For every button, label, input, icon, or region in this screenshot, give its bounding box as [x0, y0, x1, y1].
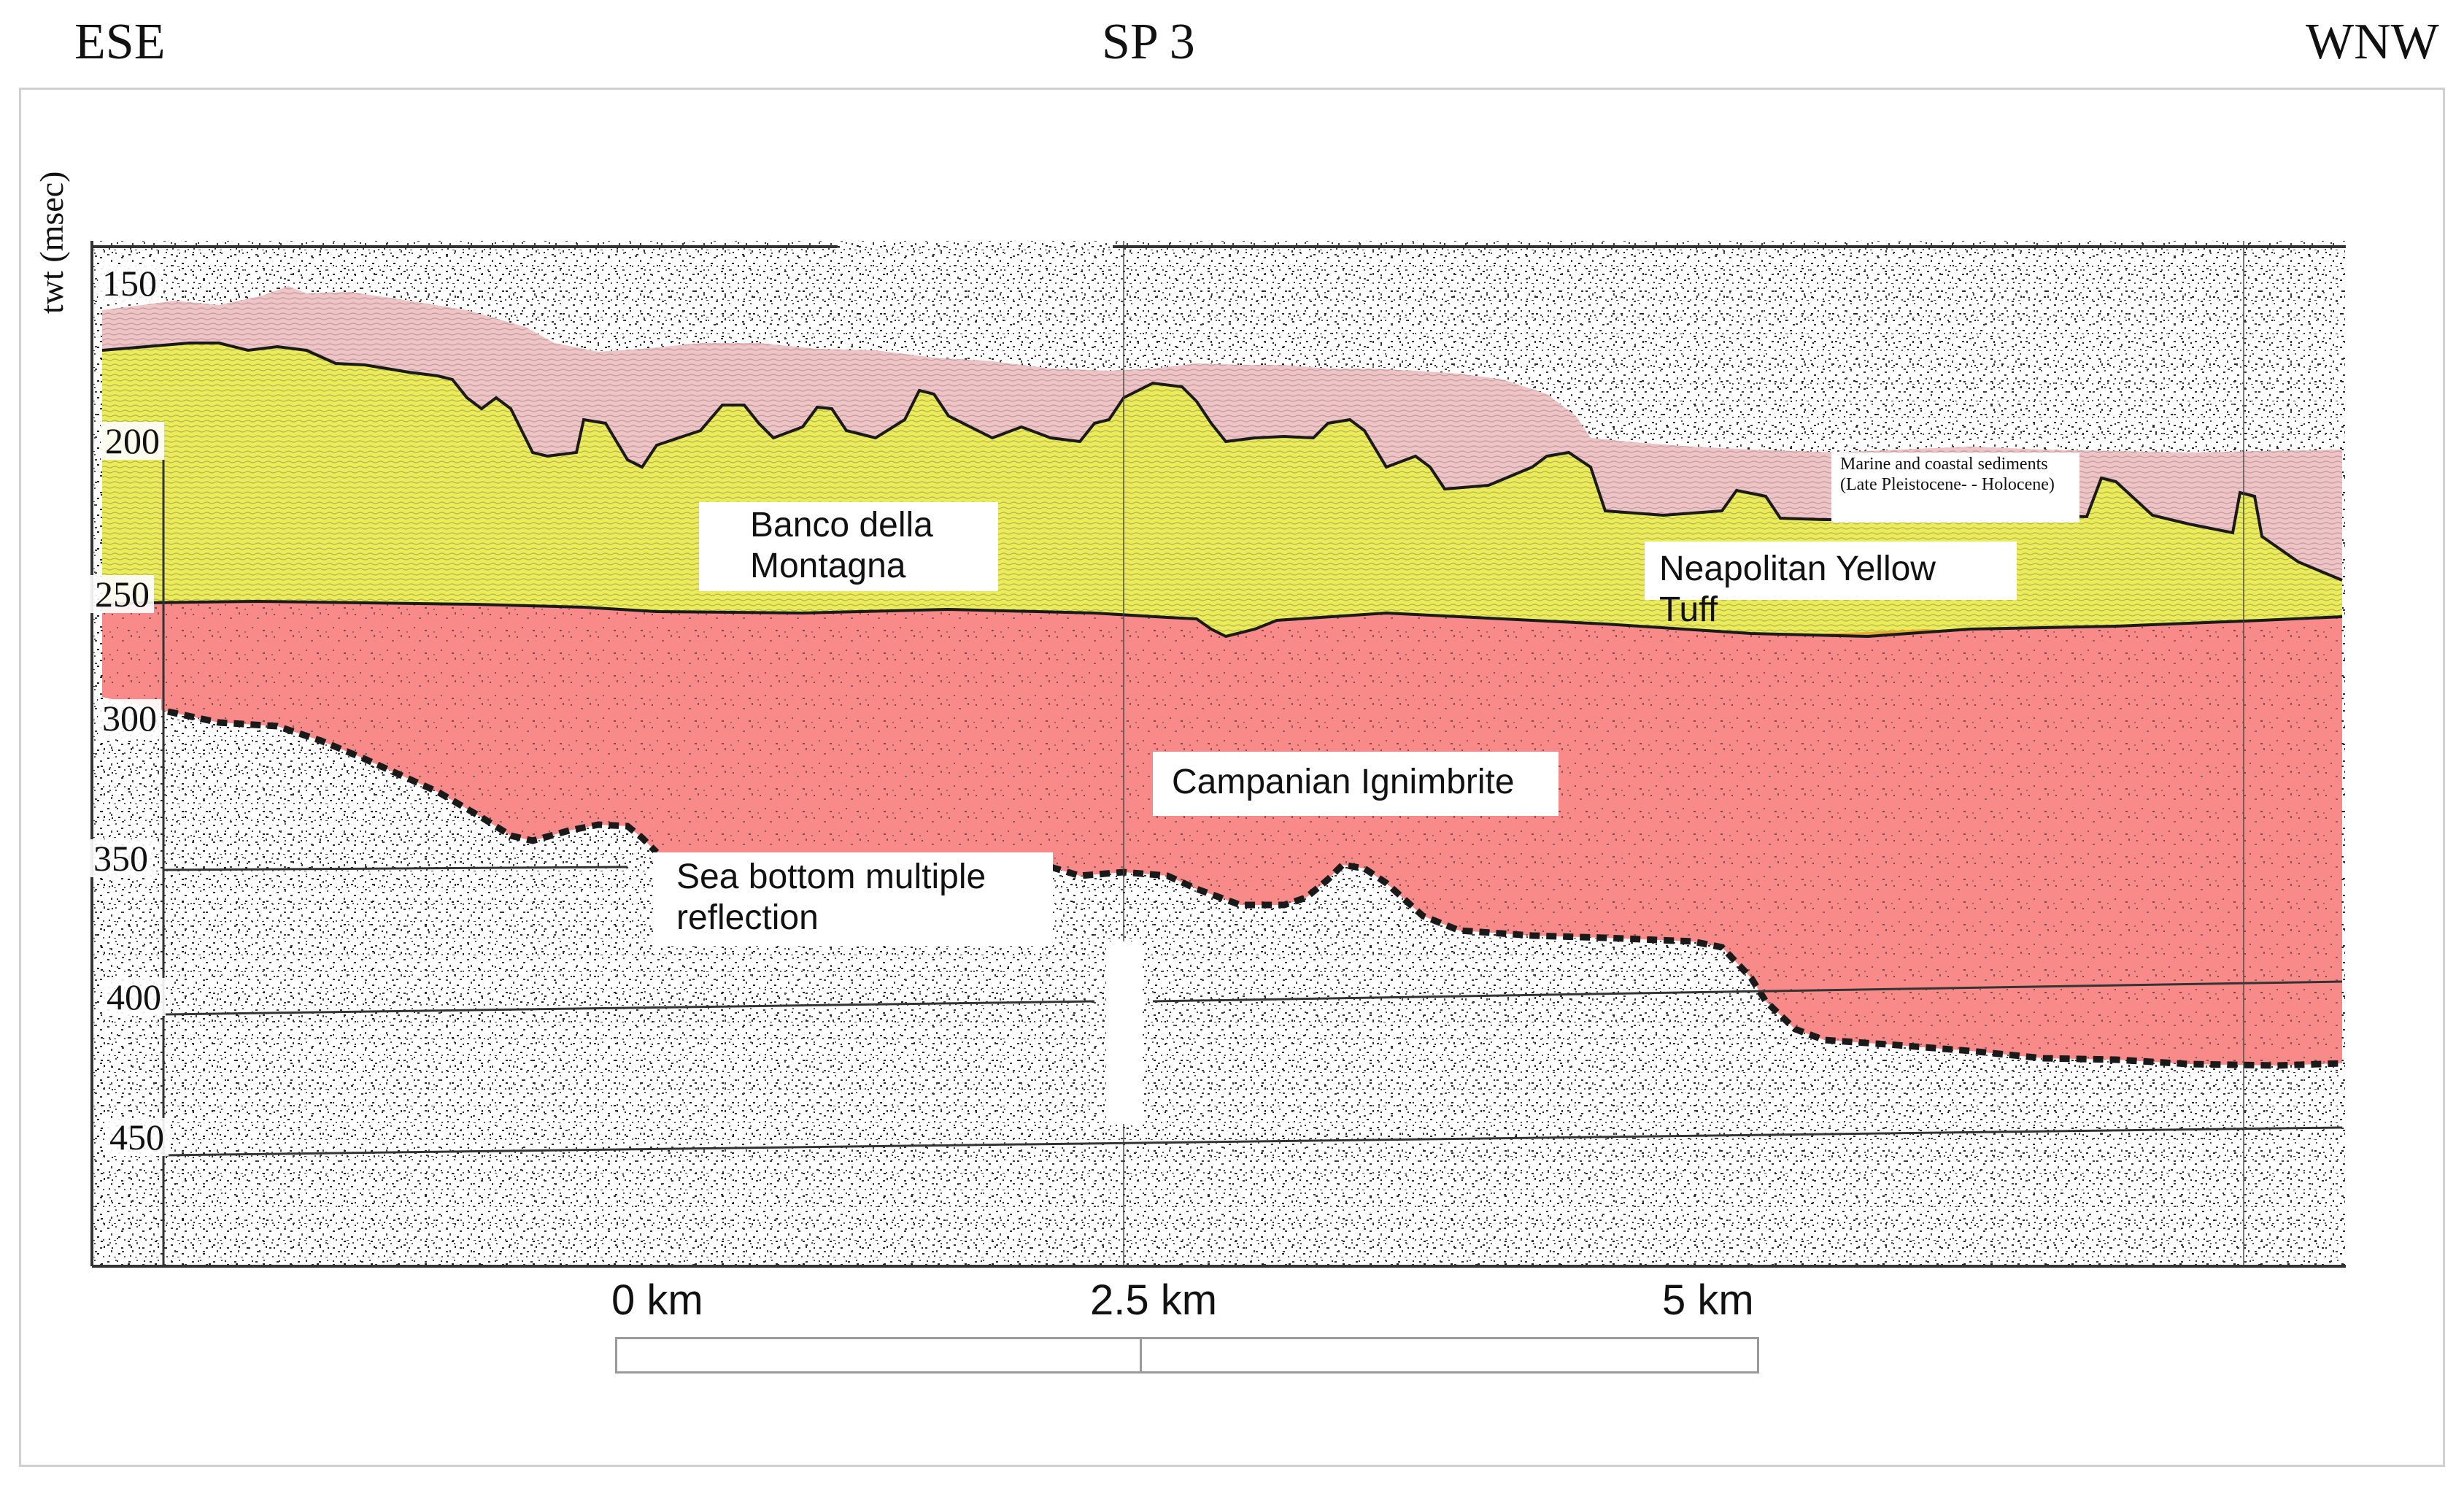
section-label-sp3: SP 3 [1102, 14, 1195, 70]
sediments-tuff-boundary [101, 342, 2343, 582]
label-sea-bottom-multiple: Sea bottom multiple reflection [653, 852, 1053, 946]
tick-label-150: 150 [98, 264, 161, 302]
tick-label-200: 200 [101, 422, 164, 460]
scale-label-2-5km: 2.5 km [1090, 1276, 1218, 1324]
scale-bar [615, 1337, 1759, 1374]
label-marine-coastal-sediments: Marine and coastal sediments (Late Pleis… [1831, 452, 2079, 523]
label-neapolitan-yellow-tuff: Neapolitan Yellow Tuff [1645, 542, 2017, 629]
ignimbrite-base-dashed-line [167, 708, 2343, 1069]
scale-label-5km: 5 km [1662, 1276, 1754, 1324]
tuff-ignimbrite-boundary [101, 599, 2343, 639]
scale-bar-midpoint [1140, 1337, 1142, 1374]
direction-label-wnw: WNW [2306, 14, 2439, 70]
label-banco-della-montagna: Banco della Montagna [699, 502, 998, 591]
scale-label-0km: 0 km [611, 1276, 703, 1324]
profile-frame [90, 241, 2346, 1268]
direction-label-ese: ESE [74, 14, 166, 70]
tick-label-250: 250 [90, 575, 154, 613]
tick-label-300: 300 [98, 699, 161, 737]
figure-frame [19, 88, 2445, 1467]
label-campanian-ignimbrite: Campanian Ignimbrite [1153, 752, 1559, 816]
tick-label-450: 450 [105, 1118, 169, 1156]
twt-axis-title: twt (msec) [33, 171, 70, 314]
tick-label-350: 350 [89, 839, 152, 877]
tick-label-400: 400 [102, 978, 166, 1016]
